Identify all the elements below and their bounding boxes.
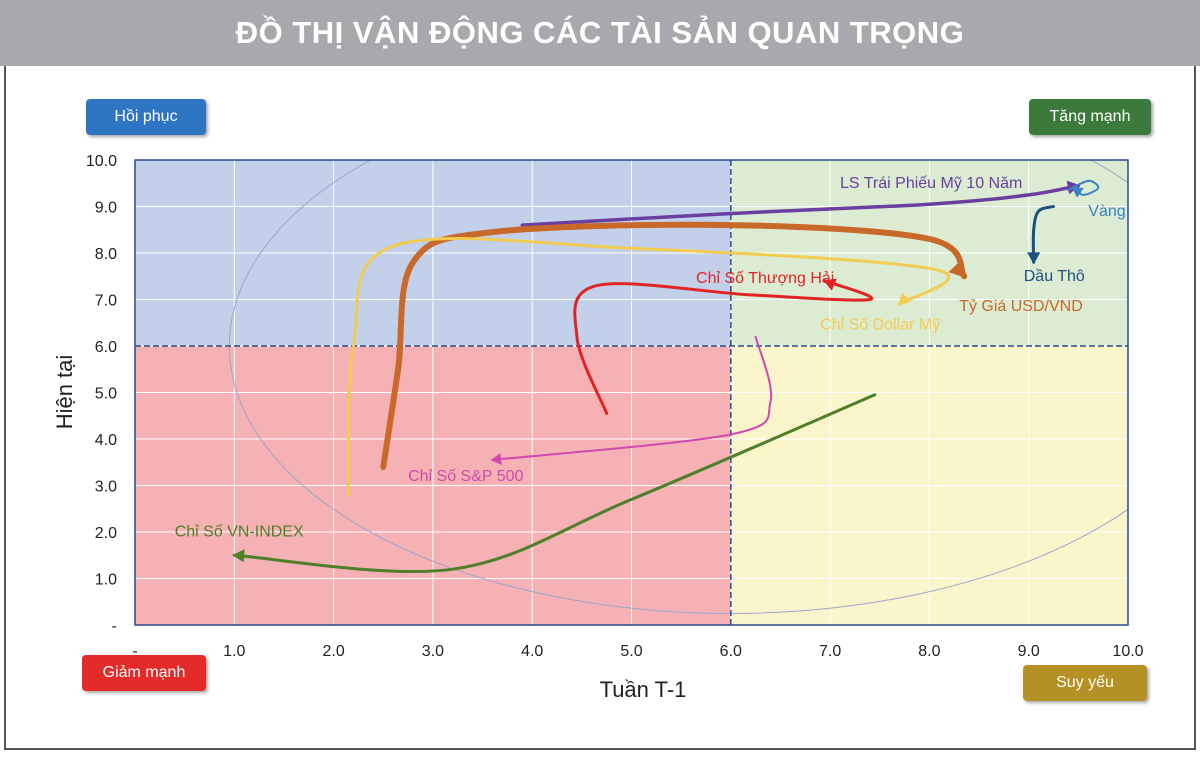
series-7-line <box>232 393 877 574</box>
series-3-group <box>380 221 968 470</box>
series-4-group <box>346 237 951 497</box>
series-2-label: Dầu Thô <box>1024 268 1085 285</box>
y-tick-label: - <box>112 618 117 635</box>
series-6-group <box>490 335 773 465</box>
series-2-arrowhead <box>1027 252 1041 265</box>
series-4-line <box>346 237 951 497</box>
y-tick-label: 2.0 <box>95 525 117 542</box>
series-7-label: Chỉ Số VN-INDEX <box>175 524 304 541</box>
quadrant-weakening-label: Suy yếu <box>1056 674 1114 691</box>
series-1-group <box>1067 179 1100 198</box>
x-tick-label: 4.0 <box>521 643 543 660</box>
series-2-group <box>1027 205 1055 265</box>
x-axis-label: Tuần T-1 <box>600 677 687 702</box>
series-4-arrowhead <box>898 292 912 306</box>
y-tick-label: 4.0 <box>95 432 117 449</box>
quadrant-recovering-label: Hồi phục <box>114 108 178 125</box>
series-3-arrowhead <box>948 260 966 278</box>
y-tick-label: 7.0 <box>95 293 117 310</box>
y-tick-label: 6.0 <box>95 339 117 356</box>
y-tick-label: 3.0 <box>95 479 117 496</box>
series-7-group <box>232 393 877 574</box>
series-0-label: LS Trái Phiếu Mỹ 10 Năm <box>840 175 1022 192</box>
series-6-arrowhead <box>490 453 502 465</box>
x-tick-label: 6.0 <box>720 643 742 660</box>
series-4-label: Chỉ Số Dollar Mỹ <box>820 317 940 334</box>
series-7-arrowhead <box>232 549 245 563</box>
quadrant-falling-button: Giảm mạnh <box>82 655 206 691</box>
series-6-label: Chỉ Số S&P 500 <box>408 468 523 485</box>
series-5-arrowhead <box>823 278 837 291</box>
quadrant-recovering-button: Hồi phục <box>86 99 206 135</box>
series-layer <box>232 179 1100 574</box>
quadrant-falling-label: Giảm mạnh <box>102 664 186 681</box>
series-3-line <box>380 221 968 470</box>
chart-frame <box>4 66 1196 750</box>
title-bar: ĐỒ THỊ VẬN ĐỘNG CÁC TÀI SẢN QUAN TRỌNG <box>0 0 1200 66</box>
x-tick-label: 2.0 <box>322 643 344 660</box>
page-title: ĐỒ THỊ VẬN ĐỘNG CÁC TÀI SẢN QUAN TRỌNG <box>235 15 965 50</box>
x-tick-label: 9.0 <box>1018 643 1040 660</box>
series-3-label: Tỷ Giá USD/VND <box>959 298 1083 315</box>
y-tick-label: 9.0 <box>95 200 117 217</box>
y-axis-label: Hiện tại <box>52 355 77 430</box>
series-1-arrowhead <box>1071 186 1084 198</box>
series-5-line <box>573 279 874 415</box>
series-1-label: Vàng <box>1088 203 1125 220</box>
series-labels: LS Trái Phiếu Mỹ 10 Năm Vàng Dầu Thô Tỷ Giá… <box>175 175 1126 541</box>
x-tick-label: 1.0 <box>223 643 245 660</box>
quadrant-strong-label: Tăng mạnh <box>1049 108 1131 125</box>
series-6-line <box>491 335 773 461</box>
x-tick-label: - <box>132 643 137 660</box>
quadrant-strong-button: Tăng mạnh <box>1029 99 1151 135</box>
x-tick-label: 3.0 <box>422 643 444 660</box>
y-tick-label: 8.0 <box>95 246 117 263</box>
x-tick-label: 8.0 <box>918 643 940 660</box>
threshold-lines <box>134 159 1129 626</box>
x-tick-label: 10.0 <box>1112 643 1143 660</box>
series-2-line <box>1031 205 1055 264</box>
series-5-label: Chỉ Số Thượng Hải <box>696 270 834 287</box>
plot-border <box>134 159 1129 626</box>
series-0-line <box>520 183 1081 227</box>
axes: - 1.0 2.0 3.0 4.0 5.0 6.0 7.0 8.0 9.0 10.0 - 1.0 2.0 3… <box>86 153 1144 660</box>
series-5-group <box>573 278 874 415</box>
y-tick-label: 1.0 <box>95 572 117 589</box>
y-tick-label: 10.0 <box>86 153 117 170</box>
x-tick-label: 7.0 <box>819 643 841 660</box>
quadrant-weakening-button: Suy yếu <box>1023 665 1147 701</box>
y-tick-label: 5.0 <box>95 386 117 403</box>
x-tick-label: 5.0 <box>620 643 642 660</box>
